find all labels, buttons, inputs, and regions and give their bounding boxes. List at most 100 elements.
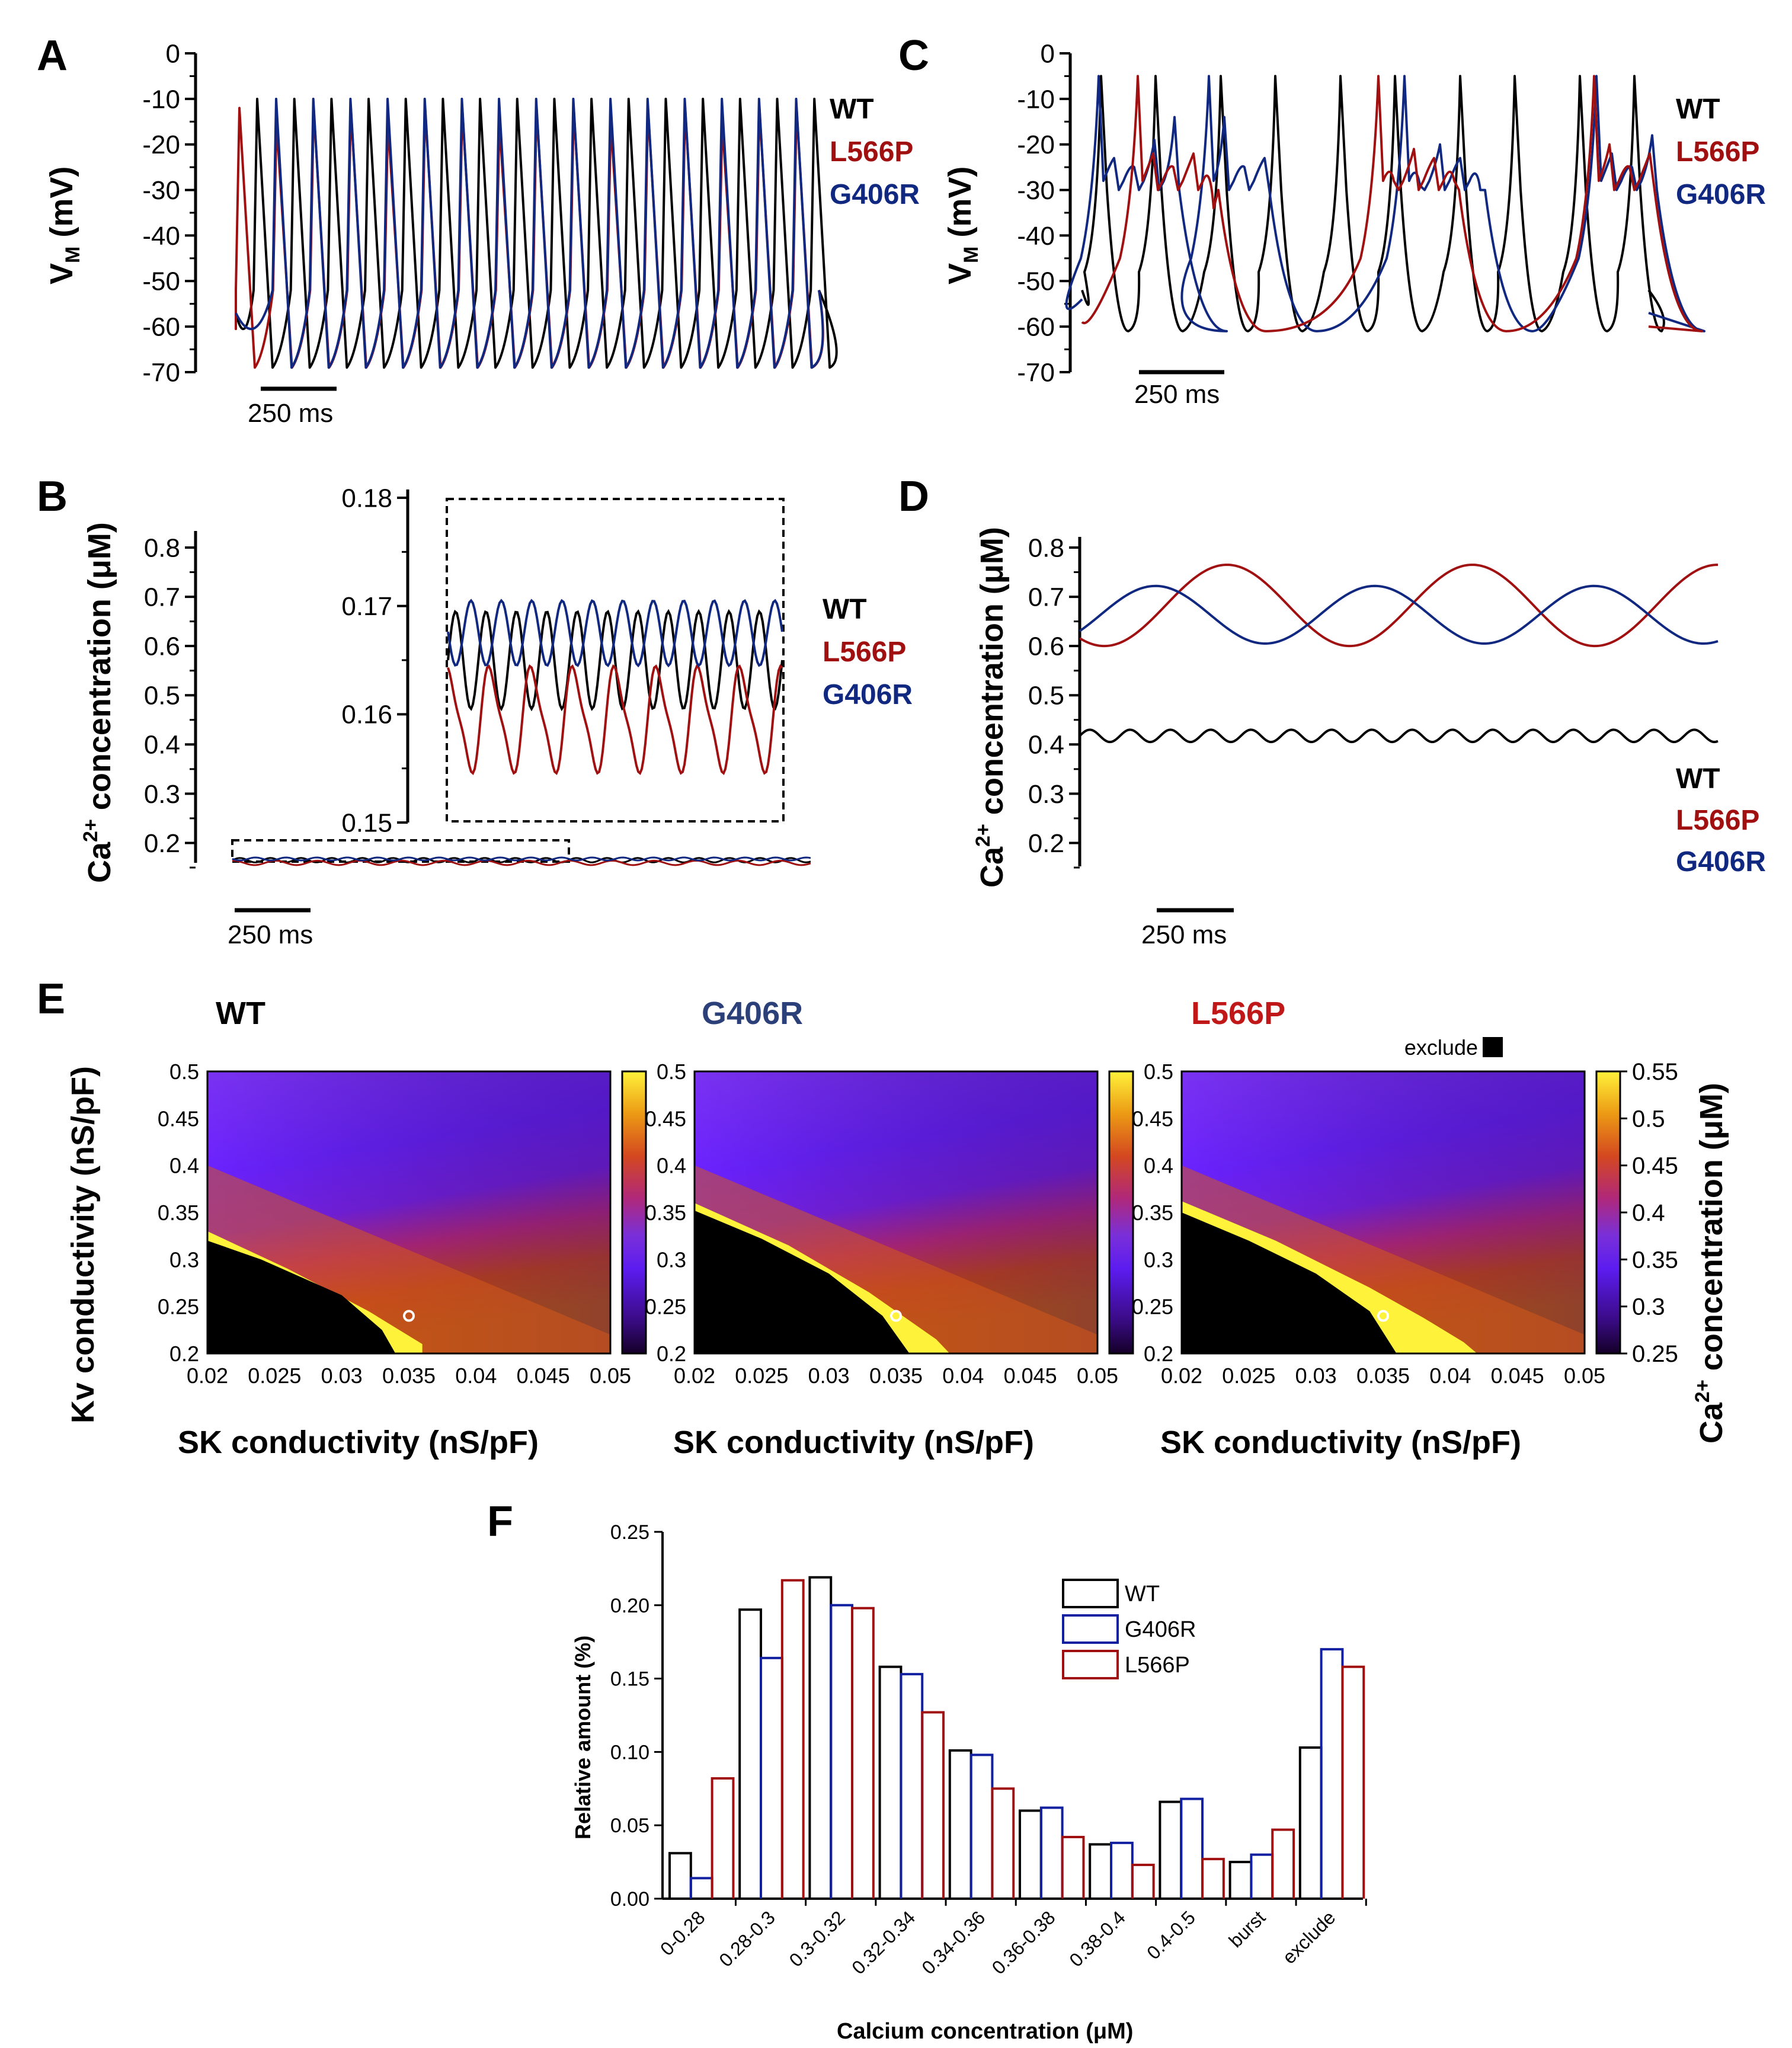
- bar-l566p-0.28-0.3: [780, 1579, 805, 1899]
- heatmap-x-tick-label: 0.035: [382, 1364, 436, 1388]
- panel-a-legend-g406r: G406R: [830, 179, 920, 210]
- heatmap-x-tick-label: 0.04: [455, 1364, 497, 1388]
- panel-a-tick-label: -60: [142, 313, 180, 342]
- panel-d-scale-label: 250 ms: [1141, 920, 1227, 949]
- bar-x-tick-label: 0.32-0.34: [847, 1906, 919, 1978]
- panel-b-tick-label: 0.7: [144, 583, 180, 612]
- heatmap-x-tick-label: 0.04: [1429, 1364, 1471, 1388]
- panel-d-tick-label: 0.6: [1028, 632, 1064, 661]
- bar-x-tick-label: 0.38-0.4: [1065, 1906, 1129, 1970]
- heatmap-x-axis-label-l566p: SK conductivity (nS/pF): [1160, 1425, 1521, 1460]
- panel-b-zoom-region: [231, 839, 570, 863]
- bar-wt-0.34-0.36: [948, 1749, 972, 1899]
- heatmap-x-axis-label-wt: SK conductivity (nS/pF): [178, 1425, 539, 1460]
- heatmap-x-tick-label: 0.045: [517, 1364, 570, 1388]
- heatmap-title-l566p: L566P: [1191, 996, 1285, 1031]
- bar-g406r-0.36-0.38: [1039, 1806, 1064, 1899]
- bar-g406r-exclude: [1320, 1648, 1344, 1899]
- panel-d-trace-wt: [1079, 728, 1719, 744]
- panel-a-voltage-traces: 0 -10 -20 -30 -40 -50 -60 -70 VM (mV) 250 ms WT…: [44, 39, 920, 428]
- heatmap-x-tick-label: 0.045: [1004, 1364, 1057, 1388]
- heatmap-y-tick-label: 0.35: [1132, 1201, 1173, 1225]
- heatmap-x-axis-label-g406r: SK conductivity (nS/pF): [673, 1425, 1034, 1460]
- panel-a-tick-label: -10: [142, 85, 180, 114]
- panel-e-heatmaps: WT G406R L566P exclude 0.5 0.45 0.4 0.35 0.3…: [65, 996, 1729, 1460]
- heatmap-y-tick-label: 0.4: [169, 1154, 199, 1178]
- bar-y-tick-label: 0.00: [610, 1888, 649, 1911]
- panel-label-d: D: [898, 473, 929, 520]
- heatmap-y-tick-label: 0.5: [657, 1060, 686, 1084]
- bar-wt-burst: [1228, 1861, 1253, 1899]
- heatmap-y-tick-label: 0.3: [1144, 1247, 1173, 1272]
- heatmap-x-tick-label: 0.05: [1077, 1364, 1118, 1388]
- heatmap-x-tick-label: 0.05: [590, 1364, 631, 1388]
- colorbar-exclude-swatch: [1483, 1037, 1503, 1057]
- heatmap-y-tick-label: 0.4: [1144, 1154, 1173, 1178]
- colorbar-tick-label: 0.5: [1632, 1106, 1665, 1132]
- heatmap-l566p-colorbar: [1595, 1070, 1621, 1355]
- panel-b-calcium-traces: 0.8 0.7 0.6 0.5 0.4 0.3 0.2 0.18 0.17 0.16 0.15 C…: [79, 484, 913, 949]
- bar-y-tick-label: 0.05: [610, 1815, 649, 1837]
- panel-d-tick-label: 0.5: [1028, 681, 1064, 711]
- bar-g406r-0.34-0.36: [969, 1753, 994, 1899]
- heatmap-x-tick-label: 0.03: [321, 1364, 363, 1388]
- bar-x-tick-label: 0.34-0.36: [917, 1906, 989, 1978]
- panel-b-y-axis-label: Ca2+ concentration (μM): [79, 522, 117, 883]
- panel-a-trace-wt: [235, 97, 838, 369]
- panel-b-legend-l566p: L566P: [823, 636, 906, 668]
- bar-y-tick-label: 0.10: [610, 1741, 649, 1764]
- bar-x-tick-label: 0-0.28: [656, 1906, 709, 1960]
- heatmap-wt-exclude-region: [207, 1240, 396, 1353]
- heatmap-y-tick-label: 0.35: [158, 1201, 199, 1225]
- bar-g406r-0.4-0.5: [1180, 1797, 1204, 1899]
- panel-b-tick-label: 0.4: [144, 731, 180, 760]
- colorbar-axis-label: Ca2+ concentration (μM): [1691, 1083, 1729, 1444]
- heatmap-y-tick-label: 0.3: [657, 1247, 686, 1272]
- panel-b-inset-tick-label: 0.15: [341, 808, 392, 837]
- bar-wt-exclude: [1298, 1746, 1323, 1899]
- colorbar-tick-label: 0.3: [1632, 1294, 1665, 1320]
- heatmap-g406r-colorbar: [1108, 1070, 1134, 1355]
- bar-l566p-0.36-0.38: [1061, 1836, 1085, 1899]
- heatmap-y-tick-label: 0.45: [645, 1106, 686, 1131]
- heatmap-x-tick-label: 0.04: [942, 1364, 984, 1388]
- panel-d-y-axis-label: Ca2+ concentration (μM): [972, 527, 1010, 888]
- heatmap-y-tick-label: 0.5: [169, 1060, 199, 1084]
- panel-c-trace-wt: [1081, 75, 1665, 332]
- bar-legend-label-l566p: L566P: [1125, 1653, 1190, 1678]
- heatmap-x-tick-label: 0.025: [248, 1364, 301, 1388]
- panel-d-calcium-traces: 0.8 0.7 0.6 0.5 0.4 0.3 0.2 Ca2+ concentration…: [972, 527, 1766, 949]
- panel-d-legend-g406r: G406R: [1676, 846, 1766, 878]
- heatmap-y-tick-label: 0.2: [1144, 1342, 1173, 1366]
- bar-y-tick-label: 0.25: [610, 1521, 649, 1544]
- panel-c-tick-label: -60: [1017, 313, 1055, 342]
- bar-l566p-0-0.28: [711, 1777, 735, 1899]
- bar-g406r-0.32-0.34: [900, 1673, 924, 1899]
- bar-l566p-0.38-0.4: [1131, 1864, 1155, 1899]
- heatmap-l566p-exclude-region: [1182, 1212, 1397, 1353]
- bar-y-axis-label: Relative amount (%): [571, 1636, 595, 1839]
- bar-wt-0.3-0.32: [808, 1576, 833, 1899]
- panel-c-legend-l566p: L566P: [1676, 136, 1759, 168]
- panel-b-tick-label: 0.3: [144, 780, 180, 809]
- panel-b-legend-g406r: G406R: [823, 679, 913, 711]
- panel-b-inset-trace-wt: [447, 609, 783, 712]
- bar-wt-0.28-0.3: [738, 1608, 763, 1899]
- panel-c-tick-label: -50: [1017, 267, 1055, 296]
- bar-legend-swatch-l566p: [1062, 1650, 1119, 1679]
- panel-a-trace-g406r: [235, 97, 824, 369]
- panel-b-scale-label: 250 ms: [228, 920, 313, 949]
- heatmap-l566p-marker: [1377, 1310, 1389, 1322]
- bar-x-tick-label: 0.28-0.3: [715, 1906, 779, 1970]
- panel-c-tick-label: 0: [1041, 39, 1055, 68]
- heatmap-x-tick-label: 0.025: [1222, 1364, 1275, 1388]
- bar-wt-0.32-0.34: [878, 1665, 903, 1899]
- panel-c-legend-g406r: G406R: [1676, 179, 1766, 210]
- panel-b-inset-trace-g406r: [447, 599, 783, 668]
- heatmap-x-tick-label: 0.02: [1161, 1364, 1202, 1388]
- panel-c-tick-label: -30: [1017, 176, 1055, 205]
- bar-wt-0.36-0.38: [1019, 1809, 1042, 1899]
- colorbar-tick-label: 0.35: [1632, 1247, 1678, 1273]
- panel-a-tick-label: -40: [142, 222, 180, 251]
